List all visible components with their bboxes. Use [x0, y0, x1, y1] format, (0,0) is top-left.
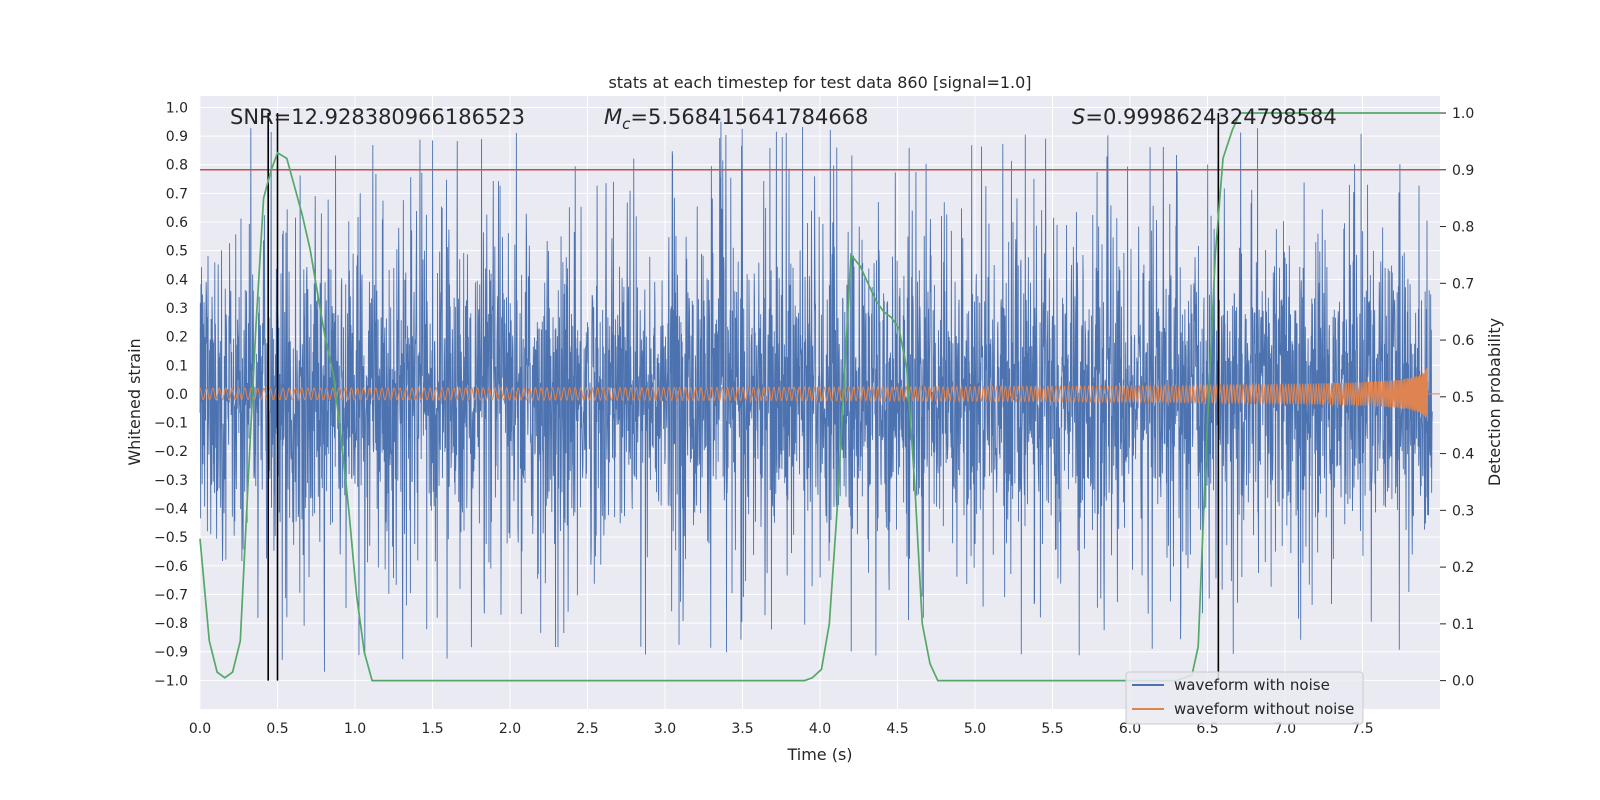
y-tick-label-right: 0.6: [1452, 333, 1474, 349]
y-tick-label-left: −0.3: [154, 473, 188, 489]
axis-ticks: 0.0 0.5 1.0 1.5 2.0 2.5 3.0 3.5 4.0 4.5 5.0 5.5 6.0 6…: [154, 100, 1474, 737]
y-tick-label-left: −0.2: [154, 444, 188, 460]
y-axis-left-label: Whitened strain: [125, 338, 144, 465]
y-tick-label-left: 0.9: [166, 129, 188, 145]
y-tick-label-right: 0.5: [1452, 390, 1474, 406]
chart-title: stats at each timestep for test data 860…: [608, 73, 1031, 92]
legend-box: [1125, 671, 1364, 725]
y-tick-label-right: 0.4: [1452, 447, 1474, 463]
y-tick-label-left: −0.8: [154, 616, 188, 632]
waveform-without-noise-line: [199, 368, 1440, 422]
x-axis-label: Time (s): [786, 745, 852, 764]
x-tick-label: 3.0: [654, 721, 676, 737]
score-value: =0.9998624324798584: [1085, 105, 1336, 129]
score-symbol: S: [1072, 105, 1085, 129]
y-axis-right-label: Detection probability: [1485, 318, 1504, 486]
x-tick-label: 0.0: [189, 721, 211, 737]
y-tick-label-right: 1.0: [1452, 106, 1474, 122]
y-tick-label-left: −0.5: [154, 530, 188, 546]
y-tick-label-left: 0.4: [166, 272, 188, 288]
y-tick-label-left: 0.6: [166, 215, 188, 231]
y-tick-label-right: 0.7: [1452, 276, 1474, 292]
x-tick-label: 3.5: [731, 721, 753, 737]
score-annotation: S=0.9998624324798584: [1072, 105, 1337, 129]
x-tick-label: 4.0: [809, 721, 831, 737]
y-tick-label-right: 0.3: [1452, 503, 1474, 519]
snr-annotation: SNR=12.928380966186523: [230, 105, 525, 129]
x-tick-label: 2.5: [576, 721, 598, 737]
chirp-mass-value: =5.568415641784668: [630, 105, 868, 129]
waveform-with-noise-line: [199, 121, 1433, 672]
y-tick-label-left: 0.3: [166, 301, 188, 317]
legend-label-clean: waveform without noise: [1174, 700, 1354, 718]
chirp-mass-symbol: M: [604, 105, 622, 129]
y-tick-label-left: −0.9: [154, 645, 188, 661]
y-tick-label-right: 0.1: [1452, 617, 1474, 633]
y-tick-label-left: 0.7: [166, 186, 188, 202]
y-tick-label-left: 0.5: [166, 244, 188, 260]
y-tick-label-left: −0.6: [154, 559, 188, 575]
y-tick-label-left: −1.0: [154, 673, 188, 689]
legend-label-noisy: waveform with noise: [1174, 676, 1330, 694]
x-tick-label: 6.5: [1196, 721, 1218, 737]
x-tick-label: 0.5: [266, 721, 288, 737]
y-tick-label-left: 0.1: [166, 358, 188, 374]
y-tick-label-left: 0.0: [166, 387, 188, 403]
x-tick-label: 1.0: [344, 721, 366, 737]
y-tick-label-left: 1.0: [166, 100, 188, 116]
x-tick-label: 6.0: [1119, 721, 1141, 737]
x-tick-label: 5.5: [1041, 721, 1063, 737]
waveform-with-noise-series: [199, 121, 1433, 672]
x-tick-label: 5.0: [964, 721, 986, 737]
y-tick-label-left: −0.4: [154, 501, 188, 517]
chirp-mass-annotation: Mc=5.568415641784668: [604, 105, 868, 133]
x-tick-label: 4.5: [886, 721, 908, 737]
x-tick-label: 7.5: [1351, 721, 1373, 737]
y-tick-label-right: 0.0: [1452, 674, 1474, 690]
legend: waveform with noise waveform without noi…: [1125, 671, 1364, 725]
marker-lines: [200, 113, 1440, 681]
y-tick-label-left: −0.1: [154, 416, 188, 432]
y-tick-label-left: 0.8: [166, 158, 188, 174]
x-tick-label: 2.0: [499, 721, 521, 737]
waveform-without-noise-series: [199, 368, 1440, 422]
x-tick-label: 1.5: [421, 721, 443, 737]
y-tick-label-right: 0.2: [1452, 560, 1474, 576]
y-tick-label-left: −0.7: [154, 587, 188, 603]
chirp-mass-subscript: c: [622, 115, 631, 133]
y-tick-label-right: 0.9: [1452, 163, 1474, 179]
x-tick-label: 7.0: [1274, 721, 1296, 737]
y-tick-label-left: 0.2: [166, 330, 188, 346]
y-tick-label-right: 0.8: [1452, 220, 1474, 236]
